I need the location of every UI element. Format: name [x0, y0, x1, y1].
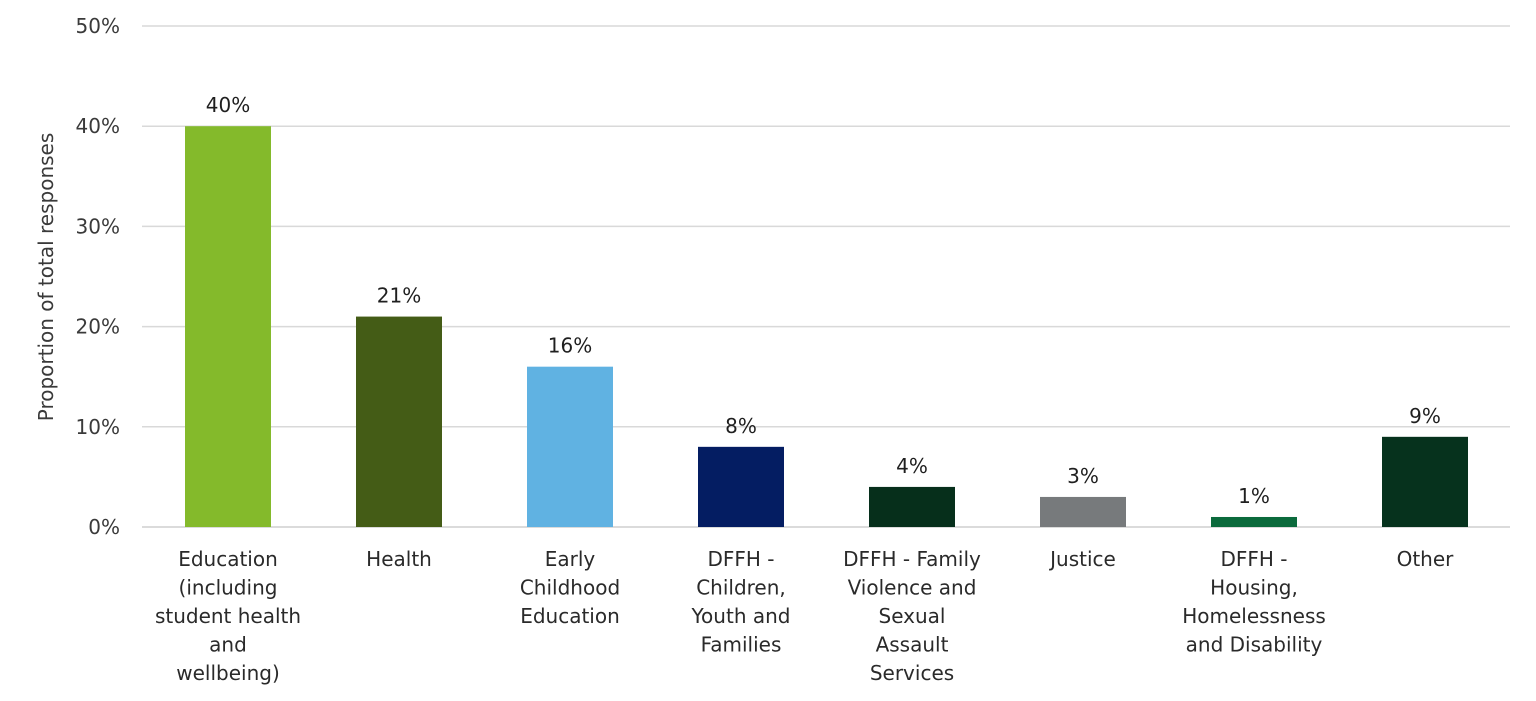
x-axis-categories: Education (including student health and well…: [155, 547, 1454, 685]
category-label: DFFH -Housing, Homelessness and Disability: [1182, 547, 1326, 657]
y-axis-ticks: 0% 10% 20% 30% 40% 50%: [76, 14, 120, 539]
bar: [356, 316, 442, 527]
data-label: 21%: [377, 284, 421, 308]
y-tick-label: 10%: [76, 415, 120, 439]
data-label: 40%: [206, 93, 250, 117]
y-tick-label: 20%: [76, 315, 120, 339]
category-label: DFFH -Children, Youth and Families: [691, 547, 791, 657]
bar: [698, 446, 784, 527]
bar: [869, 486, 955, 527]
bars: [185, 126, 1468, 527]
category-label: Justice: [1048, 547, 1116, 571]
category-label: Education (including student health and well…: [155, 547, 301, 685]
gridlines: [142, 25, 1510, 528]
data-label: 3%: [1067, 464, 1099, 488]
y-tick-label: 0%: [88, 515, 120, 539]
y-axis-title: Proportion of total responses: [34, 133, 58, 422]
y-tick-label: 50%: [76, 14, 120, 38]
bar: [185, 126, 271, 527]
category-label: Health: [366, 547, 432, 571]
data-label: 1%: [1238, 484, 1270, 508]
category-label: DFFH - Family Violence and Sexual Assault Se…: [843, 547, 981, 685]
bar: [527, 366, 613, 527]
data-label: 4%: [896, 454, 928, 478]
data-labels: 40% 21% 16% 8% 4% 3% 1% 9%: [206, 93, 1441, 508]
bar: [1382, 436, 1468, 527]
data-label: 8%: [725, 414, 757, 438]
y-tick-label: 30%: [76, 214, 120, 238]
bar: [1211, 516, 1297, 527]
category-label: Other: [1397, 547, 1455, 571]
y-tick-label: 40%: [76, 114, 120, 138]
bar: [1040, 496, 1126, 527]
data-label: 16%: [548, 334, 592, 358]
data-label: 9%: [1409, 404, 1441, 428]
category-label: Early Childhood Education: [520, 547, 620, 628]
